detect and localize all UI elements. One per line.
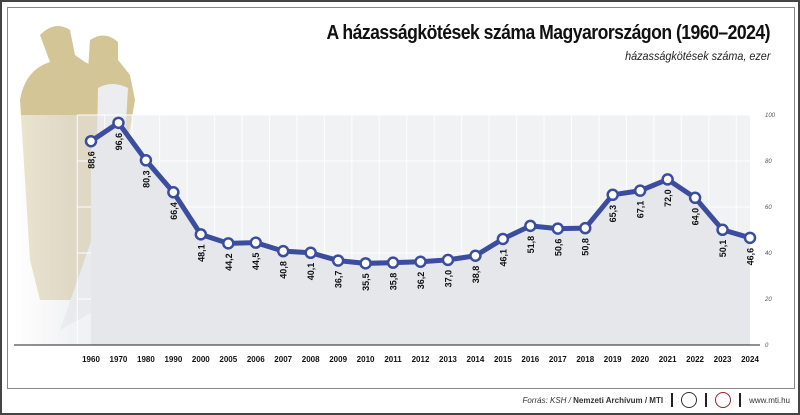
data-point	[139, 154, 153, 167]
data-point	[743, 231, 757, 245]
x-tick-label: 2010	[357, 355, 375, 364]
data-label: 36,7	[334, 271, 344, 289]
data-point	[441, 253, 455, 267]
mtva-logo	[681, 392, 698, 408]
data-point	[716, 223, 729, 237]
data-point	[414, 255, 427, 268]
data-point	[496, 232, 510, 246]
data-point	[661, 173, 674, 186]
data-label: 64,0	[691, 208, 701, 226]
website-link[interactable]: www.mti.hu	[749, 395, 790, 405]
source-mti: / MTI	[642, 395, 664, 405]
data-point	[194, 228, 208, 241]
data-label: 38,8	[471, 266, 481, 284]
mti-logo	[715, 392, 732, 408]
x-tick-label: 2015	[494, 355, 512, 364]
data-point	[524, 219, 537, 233]
data-label: 36,2	[416, 272, 426, 290]
source-prefix: Forrás: KSH /	[522, 395, 574, 405]
data-point	[359, 257, 372, 270]
x-tick-label: 2017	[549, 355, 567, 364]
data-point	[331, 254, 345, 267]
x-tick-label: 2024	[741, 355, 759, 364]
footer: Forrás: KSH / Nemzeti Archívum / MTI www…	[522, 392, 790, 408]
data-label: 35,5	[361, 273, 371, 291]
y-tick-label: 40	[765, 251, 772, 257]
chart-subtitle: házasságkötések száma, ezer	[624, 49, 770, 63]
data-label: 40,8	[279, 261, 289, 279]
data-point	[167, 186, 180, 199]
data-point	[304, 246, 317, 260]
data-label: 67,1	[636, 201, 646, 219]
x-tick-label: 2014	[467, 355, 485, 364]
x-tick-label: 2023	[714, 355, 732, 364]
data-point	[112, 116, 125, 130]
x-tick-label: 1970	[110, 355, 128, 364]
x-tick-label: 2005	[219, 355, 237, 364]
x-tick-label: 2013	[439, 355, 457, 364]
data-label: 44,2	[224, 253, 234, 271]
data-label: 35,8	[389, 273, 399, 291]
divider	[671, 393, 674, 407]
source-archive: Nemzeti Archívum	[573, 395, 643, 405]
x-tick-label: 2011	[384, 355, 402, 364]
data-point	[469, 249, 482, 263]
divider	[705, 393, 708, 407]
data-label: 51,8	[526, 236, 536, 254]
data-point	[84, 134, 98, 148]
data-point	[386, 256, 400, 269]
data-label: 66,4	[169, 202, 179, 220]
data-label: 44,5	[251, 253, 261, 271]
data-point	[222, 237, 235, 250]
area-fill	[91, 122, 750, 345]
data-label: 50,6	[553, 239, 563, 257]
x-tick-label: 1980	[137, 355, 155, 364]
data-point	[688, 191, 702, 205]
data-point	[276, 244, 290, 258]
data-label: 46,1	[498, 249, 508, 267]
x-tick-label: 2021	[659, 355, 677, 364]
x-tick-label: 2012	[412, 355, 430, 364]
data-label: 80,3	[141, 170, 151, 188]
x-tick-label: 2022	[686, 355, 704, 364]
data-point	[633, 184, 647, 197]
y-tick-label: 80	[765, 159, 772, 165]
x-tick-label: 2018	[576, 355, 594, 364]
data-label: 37,0	[443, 270, 453, 288]
data-label: 48,1	[196, 244, 206, 262]
data-point	[249, 236, 262, 249]
data-label: 50,1	[718, 240, 728, 258]
data-label: 72,0	[663, 189, 673, 207]
divider	[739, 393, 742, 407]
x-tick-label: 2009	[329, 355, 347, 364]
x-tick-label: 2000	[192, 355, 210, 364]
data-label: 50,8	[581, 238, 591, 256]
data-label: 96,6	[114, 133, 124, 151]
x-tick-label: 2007	[274, 355, 292, 364]
data-label: 46,6	[746, 248, 756, 266]
x-tick-label: 2016	[521, 355, 539, 364]
y-tick-label: 60	[765, 205, 772, 211]
x-tick-label: 1960	[82, 355, 100, 364]
data-label: 40,1	[306, 263, 316, 281]
y-tick-label: 100	[765, 113, 776, 119]
x-tick-label: 2006	[247, 355, 265, 364]
chart-title: A házasságkötések száma Magyarországon (…	[326, 22, 770, 44]
y-tick-label: 20	[764, 297, 772, 303]
x-tick-label: 1990	[164, 355, 182, 364]
source-text: Forrás: KSH / Nemzeti Archívum / MTI	[522, 396, 663, 405]
data-label: 65,3	[608, 205, 618, 223]
x-tick-label: 2020	[631, 355, 649, 364]
data-point	[551, 222, 565, 235]
data-point	[606, 188, 619, 202]
x-tick-label: 2019	[604, 355, 622, 364]
data-point	[579, 221, 592, 235]
x-tick-label: 2008	[302, 355, 320, 364]
y-tick-label: 0	[765, 343, 769, 349]
data-label: 88,6	[87, 151, 97, 169]
